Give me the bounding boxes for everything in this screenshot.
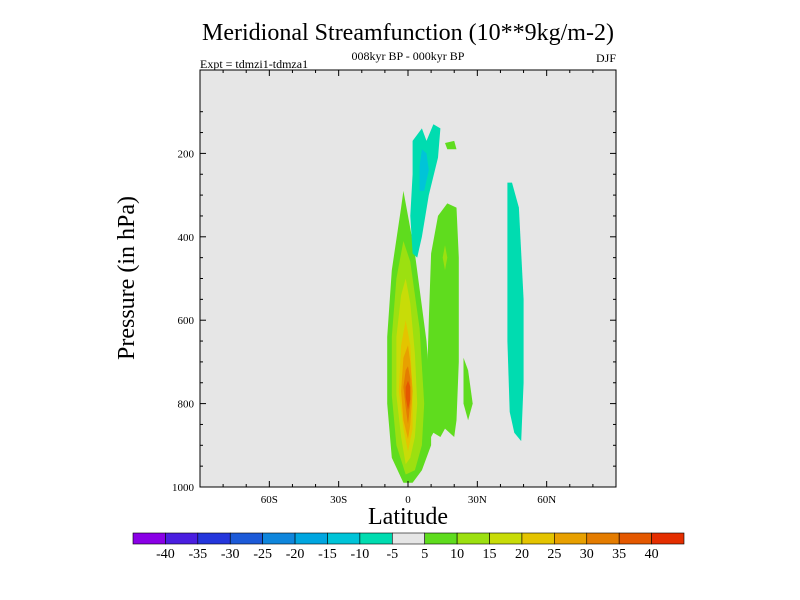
positive-cell-8 [463,357,473,421]
season-label: DJF [596,51,616,65]
colorbar-box [489,532,523,545]
colorbar-box [391,532,426,545]
colorbar-label: 25 [547,547,561,562]
colorbar-label: 10 [450,547,464,562]
colorbar-box [456,532,490,545]
experiment-label: Expt = tdmzi1-tdmza1 [200,57,308,71]
colorbar-label: 20 [515,547,529,562]
negative-cell-13 [507,182,524,442]
x-axis-label: Latitude [368,504,448,530]
colorbar-box [229,532,263,545]
colorbar-box [554,532,588,545]
colorbar-box [521,532,555,545]
colorbar-label: -15 [318,547,337,562]
colorbar-label: -25 [253,547,272,562]
x-tick-label: 60N [537,494,556,506]
negative-cell-11 [410,124,441,258]
colorbar-label: -5 [386,547,398,562]
colorbar-label: 5 [421,547,428,562]
colorbar-label: -40 [156,547,175,562]
colorbar-label: -10 [351,547,370,562]
y-axis-label: Pressure (in hPa) [114,196,140,360]
y-tick-label: 1000 [172,482,195,494]
x-tick-label: 30N [468,494,487,506]
positive-cell-6 [405,380,411,410]
colorbar-box [651,532,685,545]
colorbar-box [424,532,458,545]
colorbar-box [327,532,361,545]
colorbar-label: 40 [645,547,659,562]
colorbar-box [132,532,166,545]
y-tick-label: 400 [178,232,195,244]
positive-cell-7 [426,203,459,442]
tick-layer: 60S 30S 0 30N 60N 200 400 600 800 1000 [172,70,617,506]
colorbar-box [294,532,328,545]
y-tick-label: 600 [178,315,195,327]
colorbar-box [262,532,296,545]
x-tick-label: 0 [405,494,411,506]
contour-layer [387,124,524,483]
colorbar-box [197,532,231,545]
x-tick-label: 30S [330,494,347,506]
colorbar-label: -20 [286,547,305,562]
x-tick-label: 60S [261,494,278,506]
time-range-label: 008kyr BP - 000kyr BP [352,49,465,63]
colorbar-label: -30 [221,547,240,562]
colorbar-box [165,532,199,545]
colorbar: -40 -35 -30 -25 -20 -15 -10 -5 5 10 15 20 25 30 35 40 [132,532,685,562]
y-tick-label: 800 [178,399,195,411]
colorbar-box [618,532,652,545]
colorbar-box [359,532,393,545]
positive-cell-10 [442,245,448,271]
chart-title: Meridional Streamfunction (10**9kg/m-2) [202,20,614,46]
y-tick-label: 200 [178,148,195,160]
colorbar-label: 35 [612,547,626,562]
colorbar-label: -35 [188,547,207,562]
colorbar-label: 30 [580,547,594,562]
colorbar-box [586,532,620,545]
positive-cell-9 [445,140,457,150]
negative-cell-12 [419,149,429,191]
colorbar-label: 15 [483,547,497,562]
